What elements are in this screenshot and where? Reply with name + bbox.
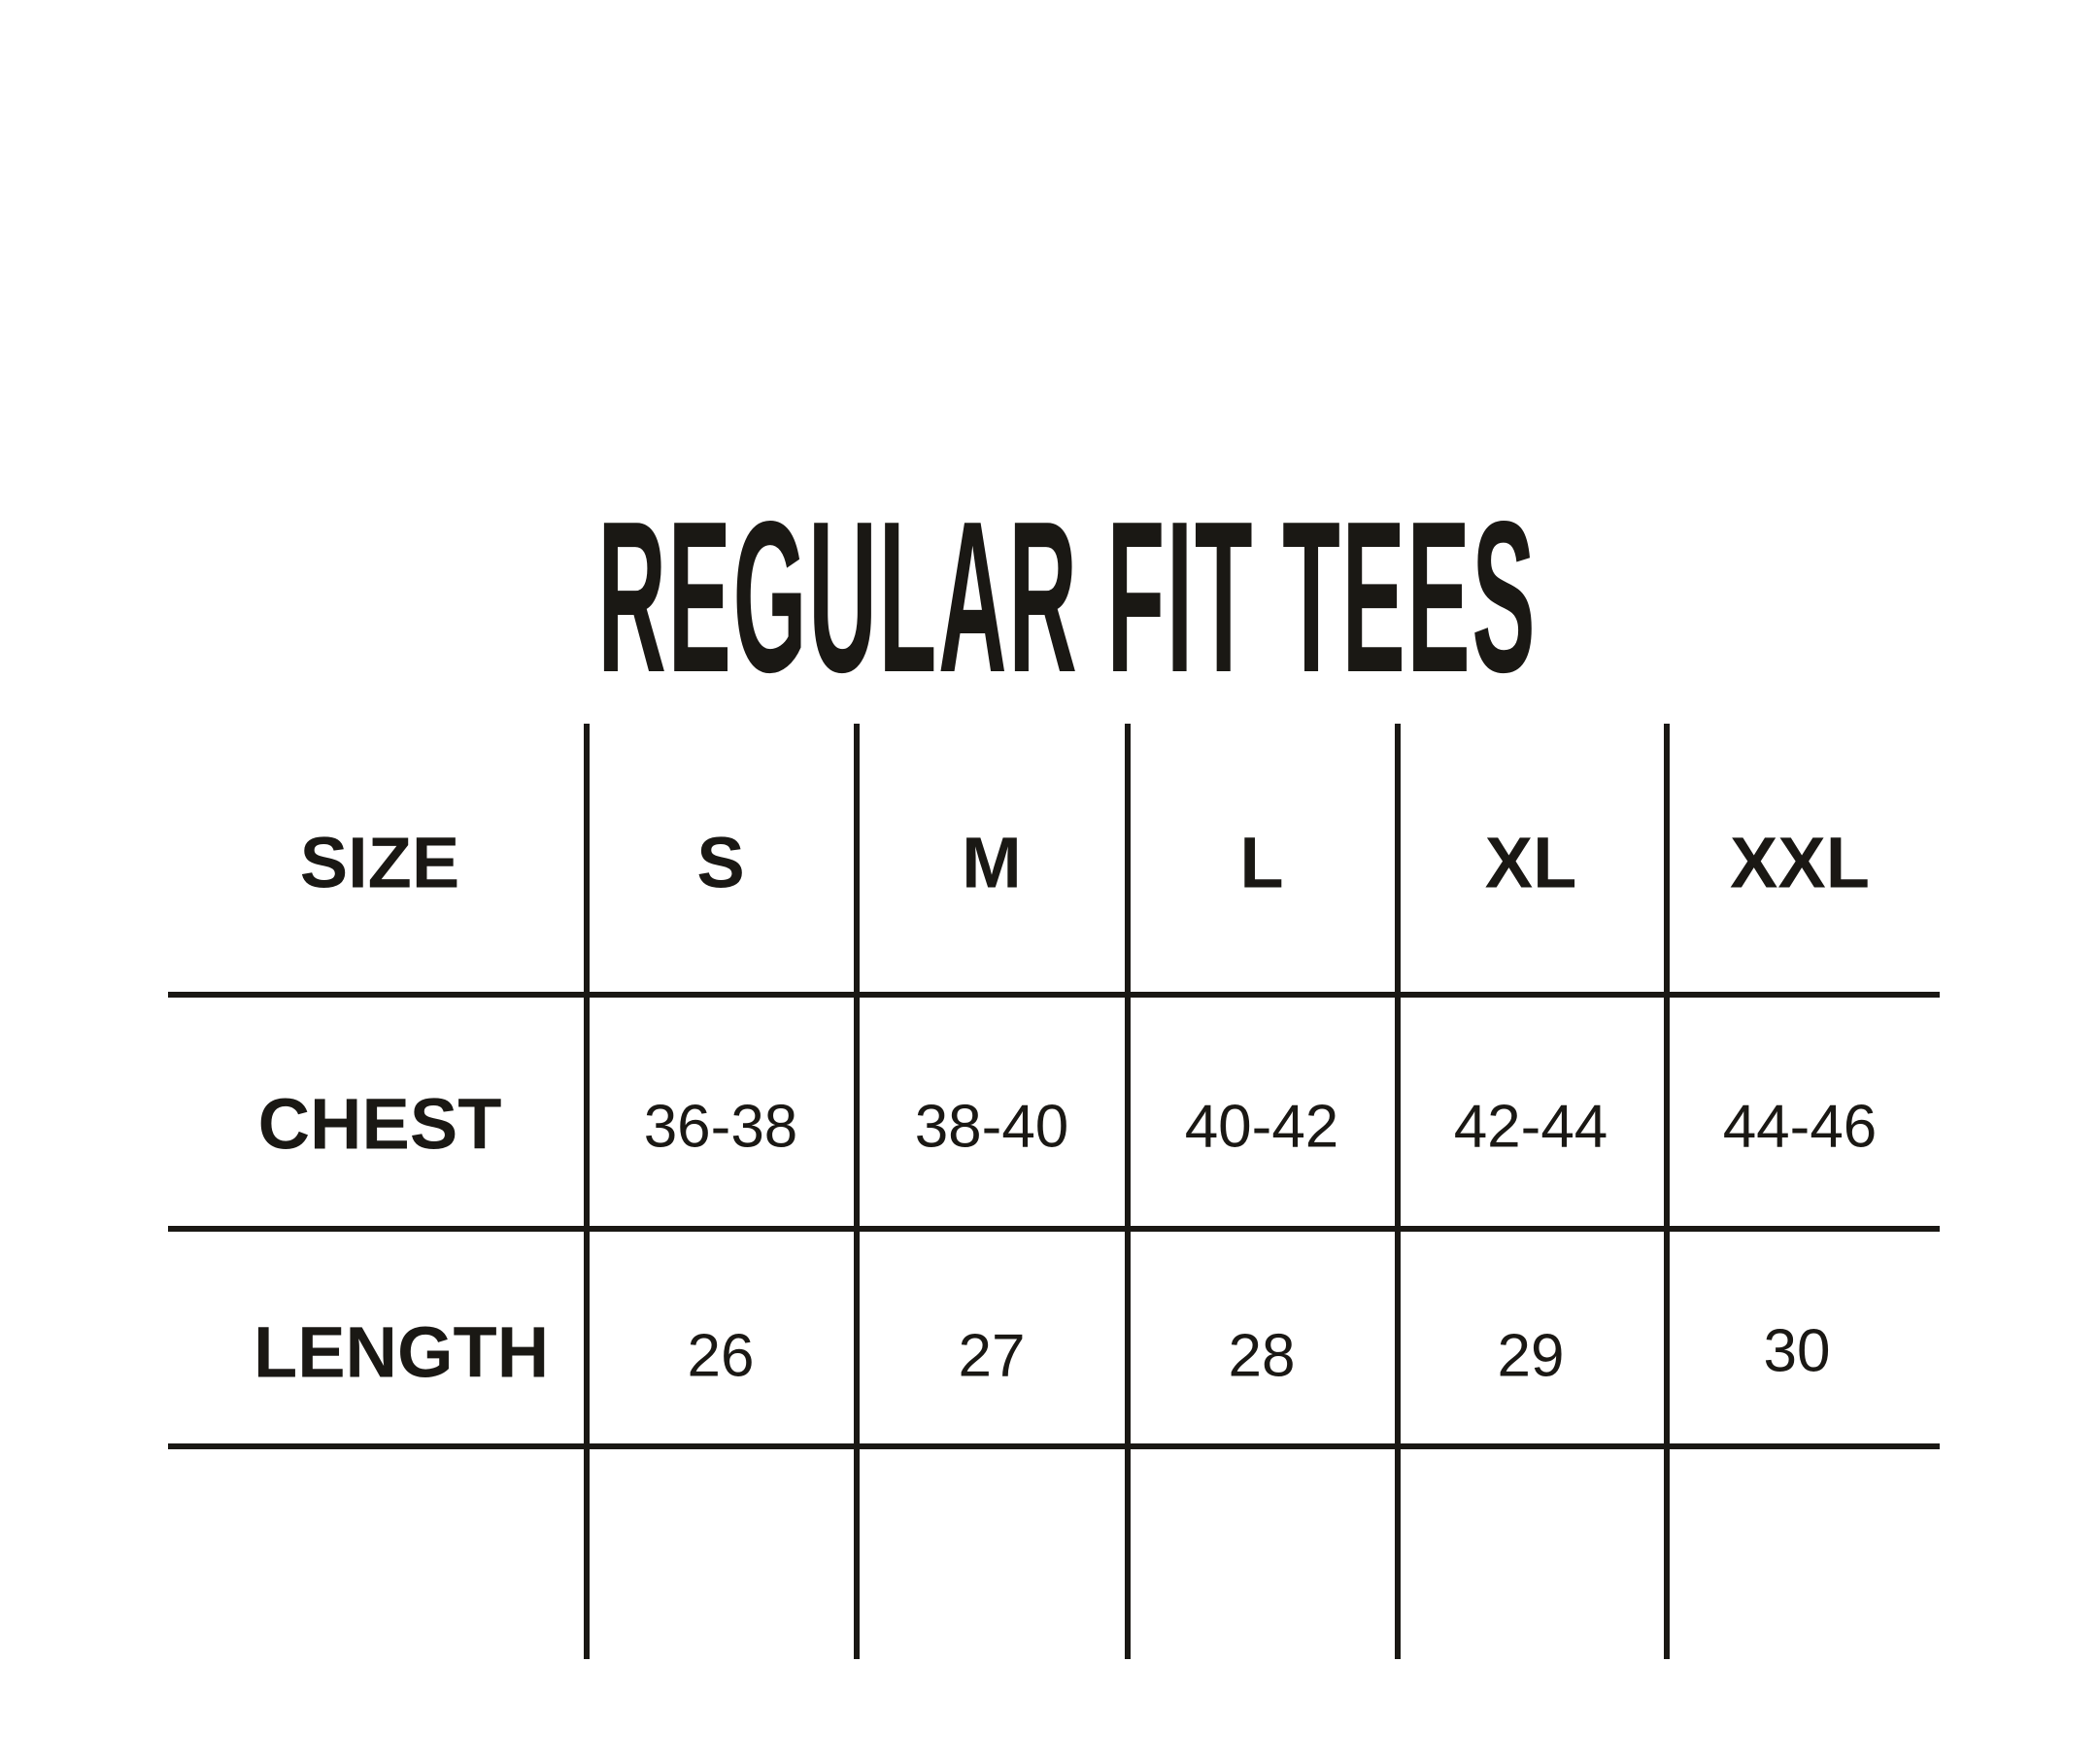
page-title: REGULAR FIT TEES <box>0 477 2098 718</box>
table-cell: 36-38 <box>643 1093 798 1161</box>
grid-line <box>1125 724 1131 1659</box>
table-cell: 26 <box>687 1322 755 1390</box>
grid-line <box>1664 724 1670 1659</box>
table-cell: 30 <box>1763 1317 1831 1385</box>
header-size: SIZE <box>299 822 460 903</box>
header-xl: XL <box>1484 822 1577 903</box>
grid-line <box>854 724 860 1659</box>
table-cell: 38-40 <box>914 1093 1069 1161</box>
grid-line <box>168 992 1940 998</box>
header-l: L <box>1239 822 1284 903</box>
header-m: M <box>962 822 1022 903</box>
table-cell: 42-44 <box>1453 1093 1608 1161</box>
table-cell: 29 <box>1497 1322 1565 1390</box>
table-cell: 44-46 <box>1722 1093 1878 1161</box>
title-text: REGULAR FIT TEES <box>597 477 1538 718</box>
header-s: S <box>696 822 745 903</box>
grid-line <box>1395 724 1401 1659</box>
table-cell: 40-42 <box>1184 1093 1339 1161</box>
grid-line <box>168 1443 1940 1449</box>
table-cell: 28 <box>1228 1322 1296 1390</box>
grid-line <box>584 724 590 1659</box>
grid-line <box>168 1226 1940 1232</box>
row-label-length: LENGTH <box>254 1311 550 1393</box>
row-label-chest: CHEST <box>257 1083 502 1165</box>
table-cell: 27 <box>958 1322 1026 1390</box>
header-xxl: XXL <box>1730 822 1870 903</box>
